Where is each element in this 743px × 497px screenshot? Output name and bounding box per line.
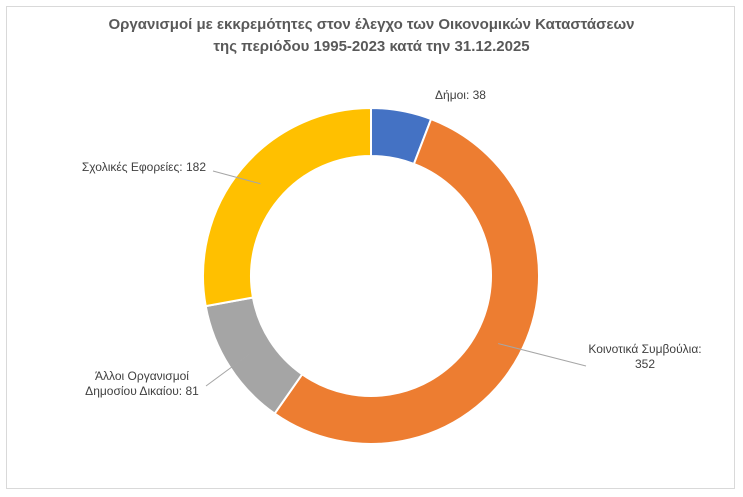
- donut-slice-3: [202, 106, 372, 308]
- data-label-1: Κοινοτικά Συμβούλια: 352: [588, 342, 701, 371]
- data-label-1-line-0: Κοινοτικά Συμβούλια:: [588, 342, 701, 356]
- donut-slice-1: [273, 117, 540, 445]
- data-label-1-line-1: 352: [635, 357, 655, 371]
- data-label-2-line-1: Δημοσίου Δικαίου: 81: [85, 384, 199, 398]
- leader-line-1: [498, 343, 587, 367]
- data-label-0-line-0: Δήμοι: 38: [435, 88, 486, 102]
- data-label-3-line-0: Σχολικές Εφορείες: 182: [82, 160, 206, 174]
- donut-slice-2: [204, 296, 304, 415]
- leader-line-2: [205, 353, 251, 387]
- chart-title: Οργανισμοί με εκκρεμότητες στον έλεγχο τ…: [0, 14, 743, 58]
- data-label-2-line-0: Άλλοι Οργανισμοί: [95, 369, 189, 383]
- data-label-3: Σχολικές Εφορείες: 182: [82, 160, 206, 174]
- data-label-0: Δήμοι: 38: [435, 88, 486, 102]
- chart-title-line-2: της περιόδου 1995-2023 κατά την 31.12.20…: [213, 38, 530, 55]
- data-label-2: Άλλοι Οργανισμοί Δημοσίου Δικαίου: 81: [85, 369, 199, 398]
- chart-title-line-1: Οργανισμοί με εκκρεμότητες στον έλεγχο τ…: [108, 16, 635, 33]
- leader-line-3: [212, 170, 261, 185]
